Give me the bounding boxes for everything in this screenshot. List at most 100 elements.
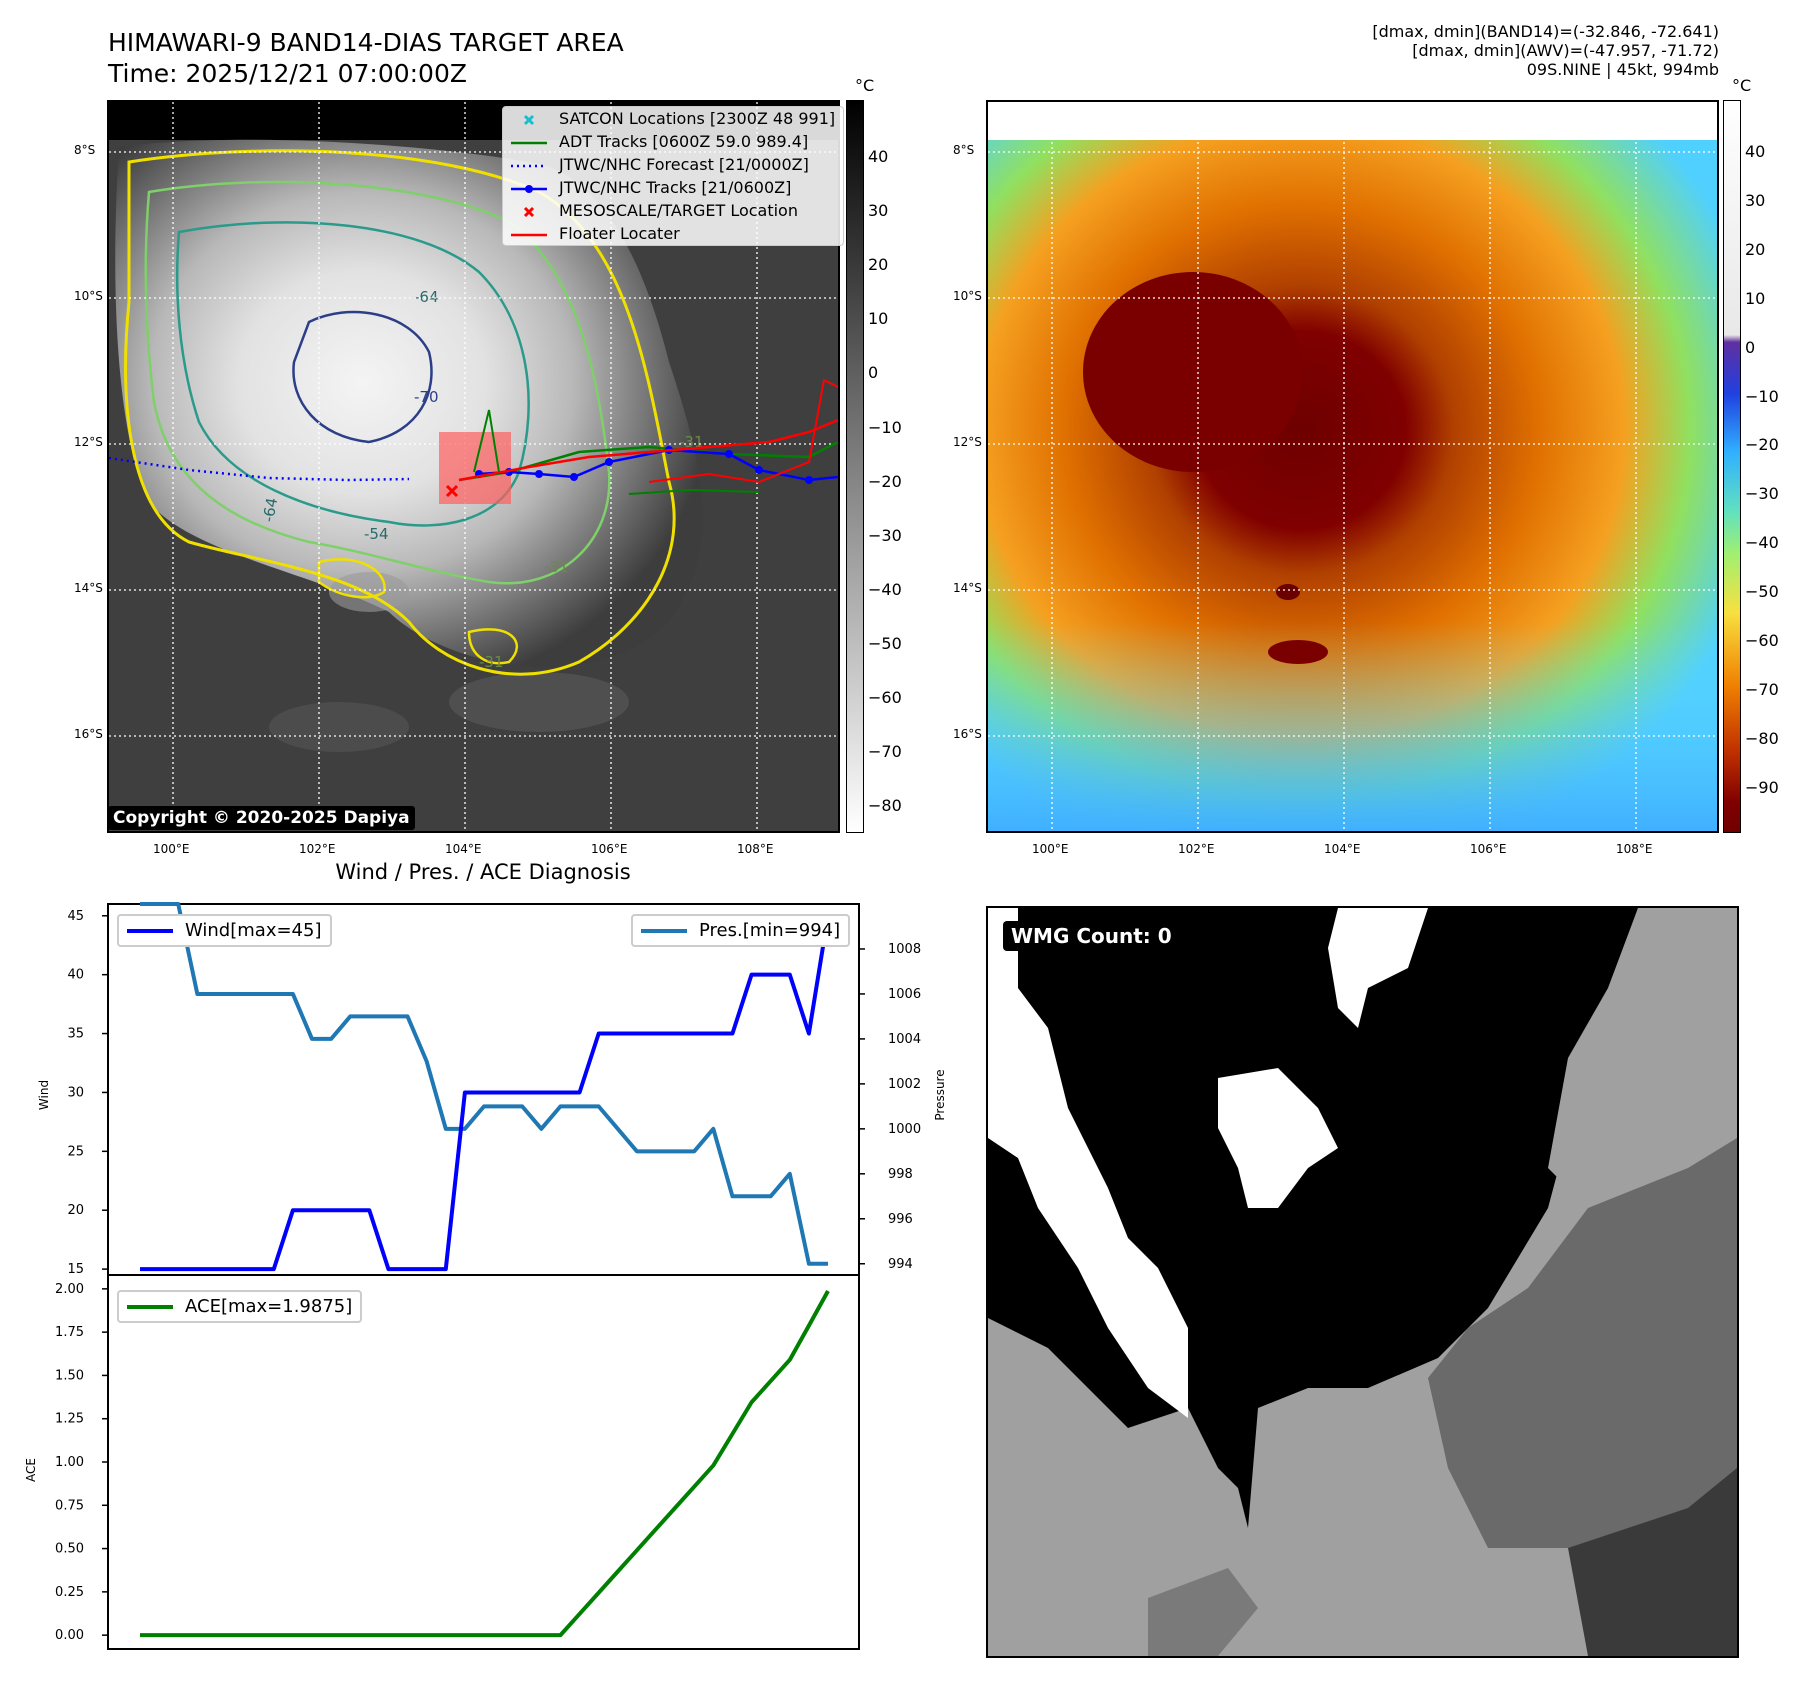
lat-tick-label: 12°S [74,435,103,449]
awv-colorbar [1723,100,1741,833]
pressure-tick-label: 1000 [888,1122,921,1137]
wmg-image [988,908,1737,1656]
lat-tick-label: 16°S [74,727,103,741]
legend-item-forecast: JTWC/NHC Forecast [21/0000Z] [503,153,843,176]
floater-locater-track [458,418,838,482]
awv-colorbar-unit: °C [1732,76,1752,95]
colorbar-tick-label: 0 [868,363,879,383]
pressure-legend: Pres.[min=994] [631,914,851,947]
title-line-2: Time: 2025/12/21 07:00:00Z [108,59,467,88]
contour-label: -31 [479,653,504,671]
contour-label: -64 [259,496,281,523]
contour-label: -64 [414,288,439,306]
legend-item-satcon: SATCON Locations [2300Z 48 991] [503,107,843,130]
ace-tick-label: 1.50 [55,1368,84,1383]
lon-tick-label: 106°E [1470,842,1507,856]
colorbar-tick-label: −50 [868,633,902,653]
wind-tick-label: 45 [67,909,84,924]
legend-item-floater: Floater Locater [503,222,843,245]
info-line-3: 09S.NINE | 45kt, 994mb [1526,60,1719,79]
colorbar-tick-label: −10 [1745,386,1779,406]
lon-tick-label: 108°E [737,842,774,856]
colorbar-tick-label: −80 [868,796,902,816]
jtwc-tracks [475,446,838,484]
x-marker-icon [511,204,547,218]
x-marker-icon [511,112,547,126]
colorbar-tick-label: −20 [868,471,902,491]
wind-legend: Wind[max=45] [117,914,332,947]
lon-tick-label: 104°E [445,842,482,856]
colorbar-tick-label: −40 [868,579,902,599]
wind-tick-label: 30 [67,1085,84,1100]
wind-series-line [140,915,830,1272]
wind-tick-label: 20 [67,1203,84,1218]
colorbar-tick-label: 40 [1745,142,1766,161]
colorbar-tick-label: −30 [1745,484,1779,504]
ir-legend: SATCON Locations [2300Z 48 991] ADT Trac… [502,106,845,246]
colorbar-tick-label: 20 [868,255,889,275]
colorbar-tick-label: 0 [1745,337,1756,357]
colorbar-tick-label: −30 [868,525,902,545]
lon-tick-label: 100°E [153,842,190,856]
contour-label: -31 [544,558,569,576]
pressure-series-line [140,902,828,1266]
lat-tick-label: 14°S [74,581,103,595]
colorbar-tick-label: −20 [1745,435,1779,455]
lat-tick-label: 10°S [953,289,982,303]
info-line-1: [dmax, dmin](BAND14)=(-32.846, -72.641) [1372,22,1719,41]
diagnosis-title: Wind / Pres. / ACE Diagnosis [335,860,631,884]
colorbar-tick-label: 30 [1745,190,1766,210]
line-dot-icon [511,181,547,195]
wmg-panel [986,906,1739,1658]
colorbar-tick-label: −40 [1745,533,1779,553]
legend-item-adt: ADT Tracks [0600Z 59.0 989.4] [503,130,843,153]
wind-tick-label: 35 [67,1027,84,1042]
wind-line-icon [127,928,173,933]
pressure-tick-label: 994 [888,1257,913,1272]
lat-tick-label: 10°S [74,289,103,303]
colorbar-tick-label: −60 [1745,631,1779,650]
info-line-2: [dmax, dmin](AWV)=(-47.957, -71.72) [1412,41,1719,60]
ace-plot-frame [107,1274,860,1650]
ace-tick-label: 0.25 [55,1585,84,1600]
storm-info: [dmax, dmin](BAND14)=(-32.846, -72.641) … [1372,22,1719,79]
chart-title: HIMAWARI-9 BAND14-DIAS TARGET AREA Time:… [108,27,624,89]
awv-satellite-image [988,102,1717,831]
colorbar-tick-label: −10 [868,417,902,437]
ace-tick-label: 1.00 [55,1455,84,1470]
copyright-label: Copyright © 2020-2025 Dapiya [108,806,415,830]
lat-tick-label: 8°S [953,143,975,157]
colorbar-tick-label: −60 [868,688,902,707]
lon-tick-label: 104°E [1324,842,1361,856]
title-line-1: HIMAWARI-9 BAND14-DIAS TARGET AREA [108,28,624,57]
lon-tick-label: 102°E [299,842,336,856]
line-icon [511,227,547,241]
colorbar-tick-label: −50 [1745,582,1779,602]
lat-tick-label: 16°S [953,727,982,741]
ace-tick-label: 1.25 [55,1412,84,1427]
colorbar-tick-label: 20 [1745,239,1766,259]
lat-tick-label: 14°S [953,581,982,595]
wind-tick-label: 15 [67,1262,84,1277]
wmg-count-label: WMG Count: 0 [1003,921,1180,951]
wind-axis-label: Wind [37,1080,51,1110]
pressure-tick-label: 996 [888,1212,913,1227]
lon-tick-label: 106°E [591,842,628,856]
colorbar-tick-label: −80 [1745,728,1779,748]
pressure-line-icon [641,928,687,933]
lon-tick-label: 100°E [1032,842,1069,856]
lat-tick-label: 8°S [74,143,96,157]
colorbar-tick-label: 30 [868,201,889,221]
pressure-tick-label: 1002 [888,1077,921,1092]
contour-label: -31 [679,433,704,451]
wind-pressure-plot-frame [107,903,860,1276]
legend-item-target: MESOSCALE/TARGET Location [503,199,843,222]
ace-tick-label: 0.00 [55,1628,84,1643]
legend-item-jtwc-tracks: JTWC/NHC Tracks [21/0600Z] [503,176,843,199]
pressure-tick-label: 1004 [888,1032,921,1047]
colorbar-tick-label: −90 [1745,777,1779,797]
pressure-tick-label: 1008 [888,942,921,957]
contour-label: -54 [364,525,389,543]
ace-legend: ACE[max=1.9875] [117,1290,363,1323]
ace-tick-label: 0.75 [55,1498,84,1513]
